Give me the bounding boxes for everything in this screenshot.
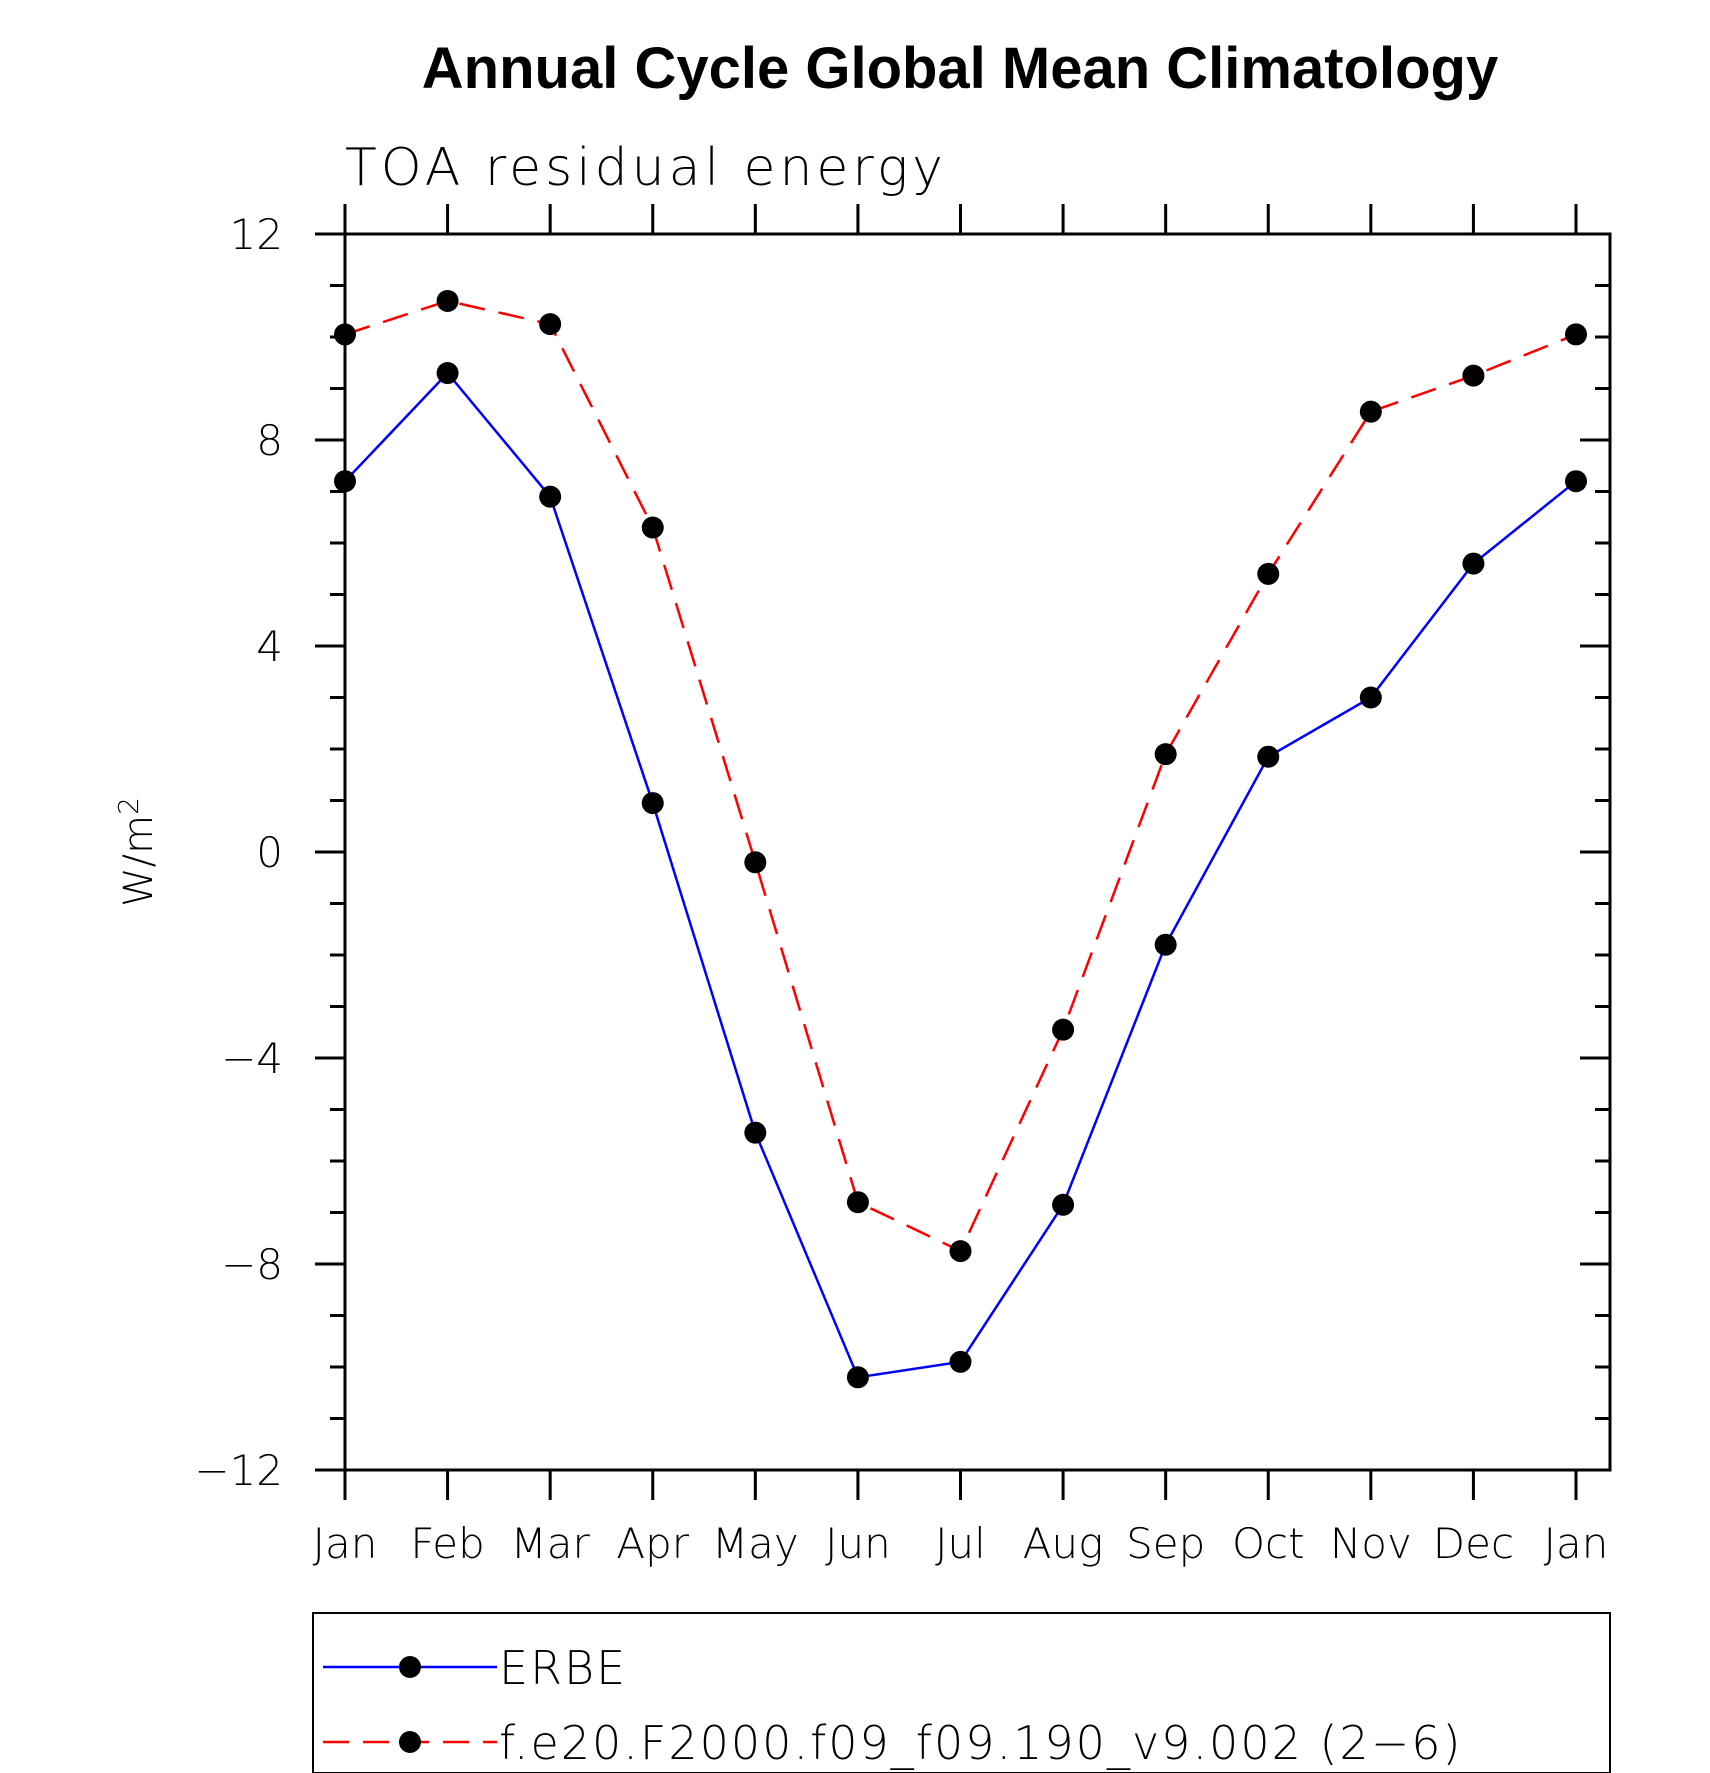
series-2-point xyxy=(744,851,767,874)
x-tick-label: Jan xyxy=(1544,1519,1609,1568)
y-axis-label-superscript: 2 xyxy=(112,797,145,815)
y-tick-label: 4 xyxy=(256,622,283,671)
x-tick-label: Dec xyxy=(1433,1519,1514,1568)
series-2-point xyxy=(436,289,459,312)
series-line-2 xyxy=(344,299,1577,1253)
y-tick-label: −4 xyxy=(221,1034,283,1083)
series-line-1 xyxy=(344,371,1577,1379)
series-1-point xyxy=(1462,552,1485,575)
y-axis-label-text: W/m xyxy=(116,815,162,907)
series-1-point xyxy=(334,470,356,493)
x-tick-label: Jun xyxy=(825,1519,891,1568)
series-1-point xyxy=(641,792,664,815)
y-axis-label: W/m2 xyxy=(112,797,162,907)
series-1-point xyxy=(1257,745,1280,768)
series-layer xyxy=(334,289,1587,1389)
legend-marker-2 xyxy=(399,1731,421,1753)
y-tick-label: −12 xyxy=(194,1446,283,1495)
chart-title: Annual Cycle Global Mean Climatology xyxy=(422,36,1498,101)
chart-subtitle: TOA residual energy xyxy=(345,138,947,198)
series-1-point xyxy=(1154,933,1177,956)
series-1-point xyxy=(1359,686,1382,709)
legend-marker-1 xyxy=(399,1656,421,1678)
x-tick-label: Sep xyxy=(1126,1519,1205,1568)
x-tick-label: Feb xyxy=(410,1519,484,1568)
legend-label-2: f.e20.F2000.f09_f09.190_v9.002 (2−6) xyxy=(499,1716,1462,1770)
series-1-point xyxy=(744,1121,767,1144)
series-1-point xyxy=(539,485,562,508)
x-tick-label: Oct xyxy=(1232,1519,1305,1568)
x-tick-label: May xyxy=(712,1519,799,1568)
series-1-point xyxy=(436,362,459,385)
y-tick-label: 12 xyxy=(230,210,283,259)
series-2-point xyxy=(1052,1018,1075,1041)
svg-text:W/m2: W/m2 xyxy=(112,797,162,907)
series-1-point xyxy=(846,1366,869,1389)
series-2-point xyxy=(1359,400,1382,423)
x-tick-label: Apr xyxy=(616,1519,689,1568)
series-1-point xyxy=(1052,1193,1075,1216)
series-2-point xyxy=(1565,323,1587,346)
x-tick-label: Aug xyxy=(1023,1519,1104,1568)
y-tick-label: 8 xyxy=(256,416,283,465)
plot-frame xyxy=(343,232,1612,1472)
x-tick-label: Jan xyxy=(313,1519,378,1568)
x-tick-label: Nov xyxy=(1330,1519,1412,1568)
legend-label-1: ERBE xyxy=(499,1641,627,1695)
y-tick-label: 0 xyxy=(256,828,283,877)
series-1-point xyxy=(1565,470,1587,493)
legend: ERBE f.e20.F2000.f09_f09.190_v9.002 (2−6) xyxy=(323,1641,1462,1770)
series-2-point xyxy=(1154,743,1177,766)
series-2-point xyxy=(334,323,356,346)
x-axis-ticks: Jan Feb Mar Apr May Jun Jul Aug Sep Oct Nov Dec Jan xyxy=(313,204,1609,1568)
series-2-point xyxy=(949,1240,972,1263)
series-2-point xyxy=(539,313,562,336)
series-2-point xyxy=(1257,562,1280,585)
series-1-point xyxy=(949,1350,972,1373)
series-2-point xyxy=(1462,364,1485,387)
y-tick-label: −8 xyxy=(221,1240,283,1289)
series-2-point xyxy=(846,1191,869,1214)
legend-box xyxy=(312,1612,1611,1773)
x-tick-label: Jul xyxy=(935,1519,986,1568)
x-tick-label: Mar xyxy=(511,1519,591,1568)
series-2-point xyxy=(641,516,664,539)
